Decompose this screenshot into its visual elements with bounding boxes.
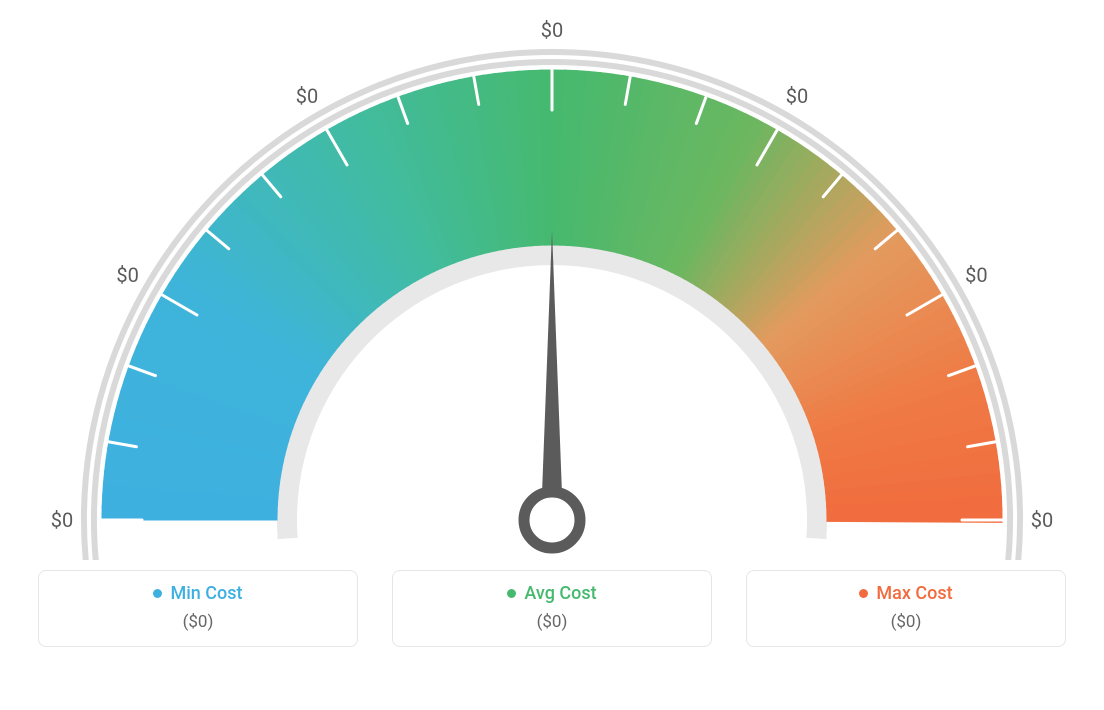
gauge-svg <box>32 20 1072 560</box>
legend-box-min: Min Cost ($0) <box>38 570 358 647</box>
legend-value-min: ($0) <box>59 612 337 632</box>
legend-row: Min Cost ($0) Avg Cost ($0) Max Cost ($0… <box>0 570 1104 647</box>
legend-title-max: Max Cost <box>859 583 952 604</box>
legend-title-avg: Avg Cost <box>507 583 596 604</box>
legend-box-avg: Avg Cost ($0) <box>392 570 712 647</box>
legend-title-min: Min Cost <box>153 583 242 604</box>
legend-value-max: ($0) <box>767 612 1045 632</box>
gauge-chart: $0$0$0$0$0$0$0 <box>32 20 1072 560</box>
legend-box-max: Max Cost ($0) <box>746 570 1066 647</box>
legend-value-avg: ($0) <box>413 612 691 632</box>
